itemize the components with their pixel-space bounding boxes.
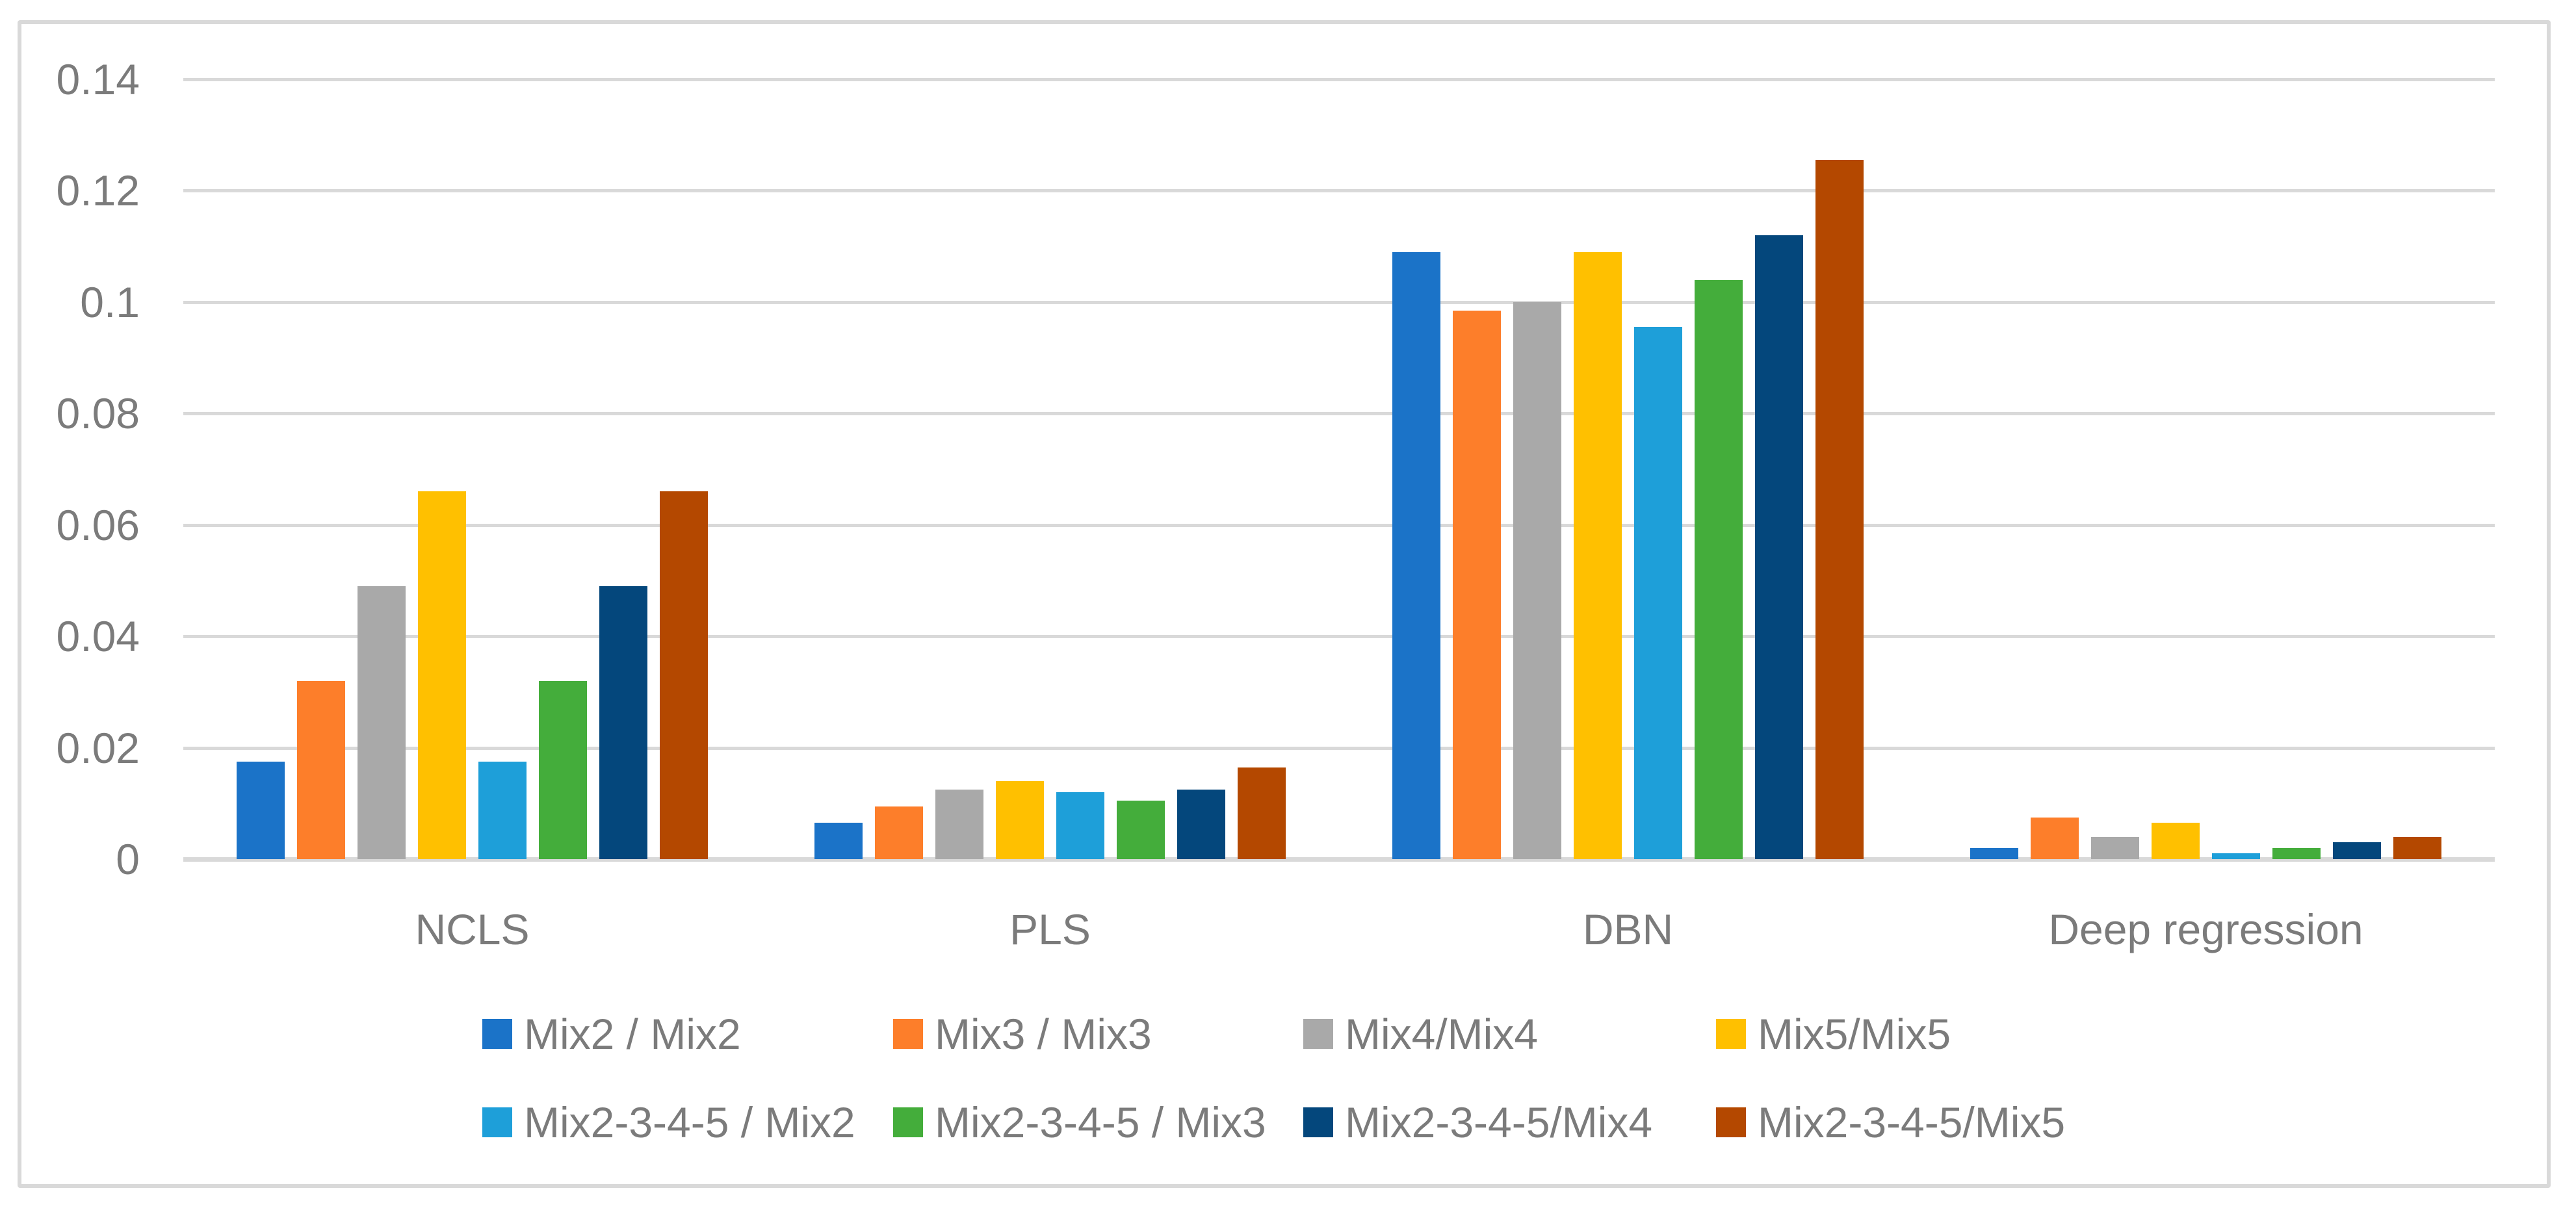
legend-swatch [1716, 1107, 1746, 1137]
bar [996, 781, 1044, 859]
legend-swatch [893, 1019, 923, 1049]
y-tick-label: 0.08 [56, 389, 140, 438]
bar [599, 586, 647, 859]
bar [2152, 823, 2200, 859]
legend-item: Mix2 / Mix2 [482, 1010, 741, 1058]
bar [358, 586, 406, 859]
bar [1815, 160, 1864, 859]
gridline [183, 412, 2495, 416]
y-tick-label: 0 [116, 835, 140, 883]
legend-swatch [1303, 1107, 1333, 1137]
legend-swatch [1303, 1019, 1333, 1049]
legend-label: Mix5/Mix5 [1758, 1010, 1951, 1058]
bar [297, 681, 345, 859]
y-tick-label: 0.06 [56, 500, 140, 549]
bar [1970, 848, 2018, 859]
legend-label: Mix2-3-4-5 / Mix2 [524, 1098, 855, 1146]
gridline [183, 746, 2495, 750]
gridline [183, 78, 2495, 81]
y-tick-label: 0.04 [56, 612, 140, 661]
bar [1755, 235, 1803, 859]
legend-item: Mix5/Mix5 [1716, 1010, 1951, 1058]
bar [1177, 790, 1225, 859]
gridline [183, 523, 2495, 527]
legend-swatch [482, 1107, 512, 1137]
bar [1453, 311, 1501, 859]
bar [1392, 252, 1440, 859]
category-label: NCLS [415, 905, 530, 953]
y-axis: 0.14 0.12 0.1 0.08 0.06 0.04 0.02 0 [0, 58, 140, 881]
legend-item: Mix2-3-4-5/Mix4 [1303, 1098, 1653, 1146]
legend-label: Mix3 / Mix3 [935, 1010, 1152, 1058]
x-axis-line [183, 857, 2495, 862]
legend-swatch [482, 1019, 512, 1049]
bar [1574, 252, 1622, 859]
legend-label: Mix4/Mix4 [1345, 1010, 1539, 1058]
bar [875, 806, 923, 859]
bar [2393, 837, 2441, 859]
legend-label: Mix2-3-4-5 / Mix3 [935, 1098, 1266, 1146]
legend-item: Mix2-3-4-5/Mix5 [1716, 1098, 2066, 1146]
category-label: DBN [1582, 905, 1674, 953]
legend-item: Mix3 / Mix3 [893, 1010, 1152, 1058]
bar [2212, 853, 2260, 859]
legend-label: Mix2-3-4-5/Mix5 [1758, 1098, 2066, 1146]
bar [2031, 818, 2079, 859]
bar [418, 491, 466, 859]
x-axis-category-labels: NCLS PLS DBN Deep regression [183, 903, 2495, 955]
legend-item: Mix4/Mix4 [1303, 1010, 1539, 1058]
category-label: PLS [1009, 905, 1091, 953]
y-tick-label: 0.1 [80, 277, 140, 326]
gridline [183, 189, 2495, 193]
bar [2272, 848, 2321, 859]
legend-label: Mix2-3-4-5/Mix4 [1345, 1098, 1653, 1146]
category-label: Deep regression [2048, 905, 2363, 953]
bar [2091, 837, 2139, 859]
gridline [183, 635, 2495, 639]
bar [814, 823, 863, 859]
bar [539, 681, 587, 859]
gridline [183, 300, 2495, 304]
bar [237, 762, 285, 859]
y-tick-label: 0.14 [56, 55, 140, 103]
bar [1634, 327, 1682, 859]
y-tick-label: 0.12 [56, 166, 140, 215]
legend-label: Mix2 / Mix2 [524, 1010, 741, 1058]
bar [478, 762, 527, 859]
bar [1695, 280, 1743, 859]
legend-swatch [893, 1107, 923, 1137]
bar [1117, 801, 1165, 859]
plot-area [183, 78, 2495, 862]
bar [660, 491, 708, 859]
bar [1238, 767, 1286, 859]
legend-swatch [1716, 1019, 1746, 1049]
bar [1056, 792, 1104, 859]
legend-item: Mix2-3-4-5 / Mix3 [893, 1098, 1266, 1146]
bar [2333, 842, 2381, 859]
legend-item: Mix2-3-4-5 / Mix2 [482, 1098, 855, 1146]
bar [1513, 302, 1561, 859]
y-tick-label: 0.02 [56, 723, 140, 772]
bar [935, 790, 983, 859]
